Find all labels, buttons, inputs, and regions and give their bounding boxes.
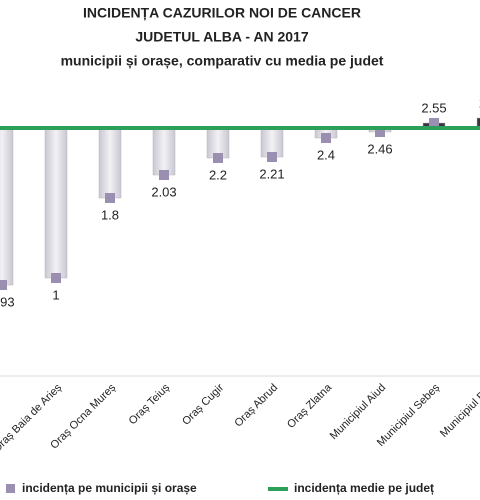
- x-tick-label: Oraș Teiuș: [127, 381, 173, 427]
- bar-marker: [267, 152, 277, 162]
- data-label: 1.8: [101, 207, 119, 222]
- bar: [44, 127, 68, 279]
- bar-marker: [105, 193, 115, 203]
- chart-title: INCIDENȚA CAZURILOR NOI DE CANCER: [83, 5, 361, 21]
- bar-marker: [213, 153, 223, 163]
- data-label: 0.93: [0, 294, 15, 309]
- legend-swatch: [6, 484, 15, 493]
- bar-marker: [429, 118, 439, 128]
- x-tick-label: Oraș Cugir: [180, 381, 226, 427]
- data-label: 1: [52, 287, 59, 302]
- bar-marker: [0, 280, 7, 290]
- bar-marker: [159, 170, 169, 180]
- x-tick-label: Oraș Abrud: [232, 382, 280, 430]
- data-label: 2.46: [367, 141, 392, 156]
- data-label: 2.6: [479, 95, 480, 110]
- data-label: 2.2: [209, 167, 227, 182]
- bar: [0, 127, 14, 286]
- data-label: 2.55: [421, 100, 446, 115]
- chart-subtitle: JUDETUL ALBA - AN 2017: [135, 29, 308, 45]
- bar-marker: [51, 273, 61, 283]
- x-tick-label: Municipiul Aiud: [328, 382, 388, 442]
- x-tick-label: Municipiul Blaj: [438, 382, 480, 440]
- bar: [152, 127, 176, 176]
- x-tick-label: Oraș Zlatna: [285, 381, 335, 431]
- data-label: 2.21: [259, 166, 284, 181]
- chart-subtitle: municipii și orașe, comparativ cu media …: [61, 53, 384, 69]
- bar-marker: [321, 133, 331, 143]
- data-label: 2.4: [317, 147, 335, 162]
- bar-marker: [375, 127, 385, 137]
- legend-label: incidența pe municipii și orașe: [22, 481, 197, 495]
- bar: [98, 127, 122, 199]
- data-label: 2.03: [151, 184, 176, 199]
- bar: [476, 117, 480, 129]
- legend-label: incidența medie pe județ: [294, 481, 434, 495]
